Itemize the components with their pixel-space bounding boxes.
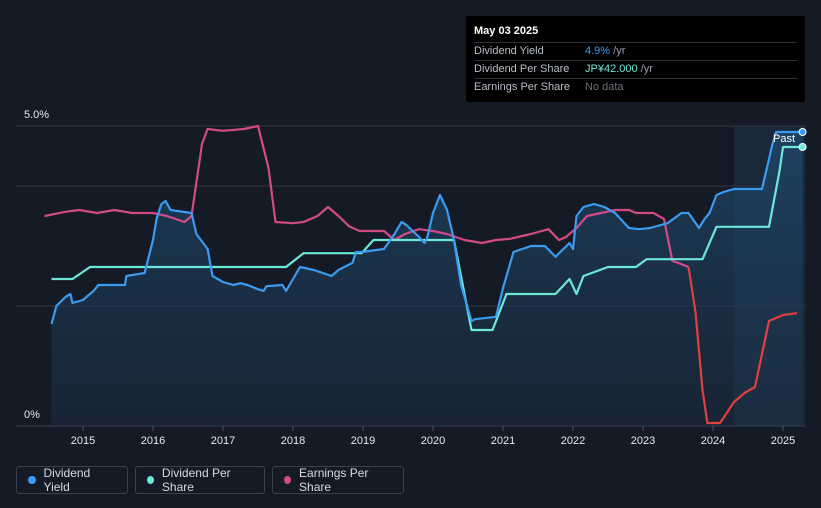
legend-label: Earnings Per Share xyxy=(299,466,369,494)
x-tick-label: 2021 xyxy=(491,435,515,447)
tooltip-row-dividend-yield: Dividend Yield 4.9% /yr xyxy=(474,42,797,60)
x-tick-label: 2019 xyxy=(351,435,375,447)
tooltip-label: Dividend Yield xyxy=(474,45,544,57)
x-tick-label: 2016 xyxy=(141,435,165,447)
dividend-yield-area xyxy=(51,132,803,426)
legend-dot-icon xyxy=(28,476,36,484)
tooltip-value-number: No data xyxy=(585,81,624,93)
legend-dot-icon xyxy=(284,476,292,484)
earnings-per-share-line-decline xyxy=(687,266,798,425)
tooltip-value: JP¥42.000 /yr xyxy=(585,61,653,78)
tooltip-date: May 03 2025 xyxy=(474,25,539,37)
dividend-per-share-line xyxy=(51,145,803,332)
legend-label: Dividend Yield xyxy=(43,466,91,494)
y-tick-label-bottom: 0% xyxy=(24,409,40,421)
tooltip-value: No data xyxy=(585,79,624,96)
x-tick-labels: 2015 2016 2017 2018 2019 2020 2021 2022 2023 2024… xyxy=(71,426,795,447)
line-layer xyxy=(44,124,807,425)
legend-item-dividend-per-share[interactable]: Dividend Per Share xyxy=(135,466,265,494)
x-tick-label: 2024 xyxy=(701,435,725,447)
dividend-per-share-end-marker xyxy=(798,143,807,151)
tooltip: May 03 2025 Dividend Yield 4.9% /yr Divi… xyxy=(466,16,805,102)
tooltip-label: Earnings Per Share xyxy=(474,81,570,93)
past-label: Past xyxy=(773,133,795,145)
y-tick-label-top: 5.0% xyxy=(24,109,49,121)
tooltip-label: Dividend Per Share xyxy=(474,63,570,75)
tooltip-value: 4.9% /yr xyxy=(585,43,625,60)
legend-item-earnings-per-share[interactable]: Earnings Per Share xyxy=(272,466,404,494)
tooltip-row-dividend-per-share: Dividend Per Share JP¥42.000 /yr xyxy=(474,60,797,78)
tooltip-value-number: 4.9% xyxy=(585,45,611,57)
dividend-yield-end-marker xyxy=(798,128,807,136)
dividend-yield-line xyxy=(50,130,803,325)
legend-item-dividend-yield[interactable]: Dividend Yield xyxy=(16,466,128,494)
tooltip-row-earnings-per-share: Earnings Per Share No data xyxy=(474,78,797,96)
x-tick-label: 2018 xyxy=(281,435,305,447)
area-layer xyxy=(51,132,803,426)
tooltip-value-number: JP¥42.000 xyxy=(585,63,638,75)
x-tick-label: 2017 xyxy=(211,435,235,447)
x-tick-label: 2022 xyxy=(561,435,585,447)
x-tick-label: 2025 xyxy=(771,435,795,447)
legend-label: Dividend Per Share xyxy=(161,466,231,494)
tooltip-value-unit: /yr xyxy=(637,63,653,75)
legend-dot-icon xyxy=(147,476,154,484)
x-tick-label: 2015 xyxy=(71,435,95,447)
x-tick-label: 2023 xyxy=(631,435,655,447)
x-tick-label: 2020 xyxy=(421,435,445,447)
tooltip-value-unit: /yr xyxy=(610,45,626,57)
